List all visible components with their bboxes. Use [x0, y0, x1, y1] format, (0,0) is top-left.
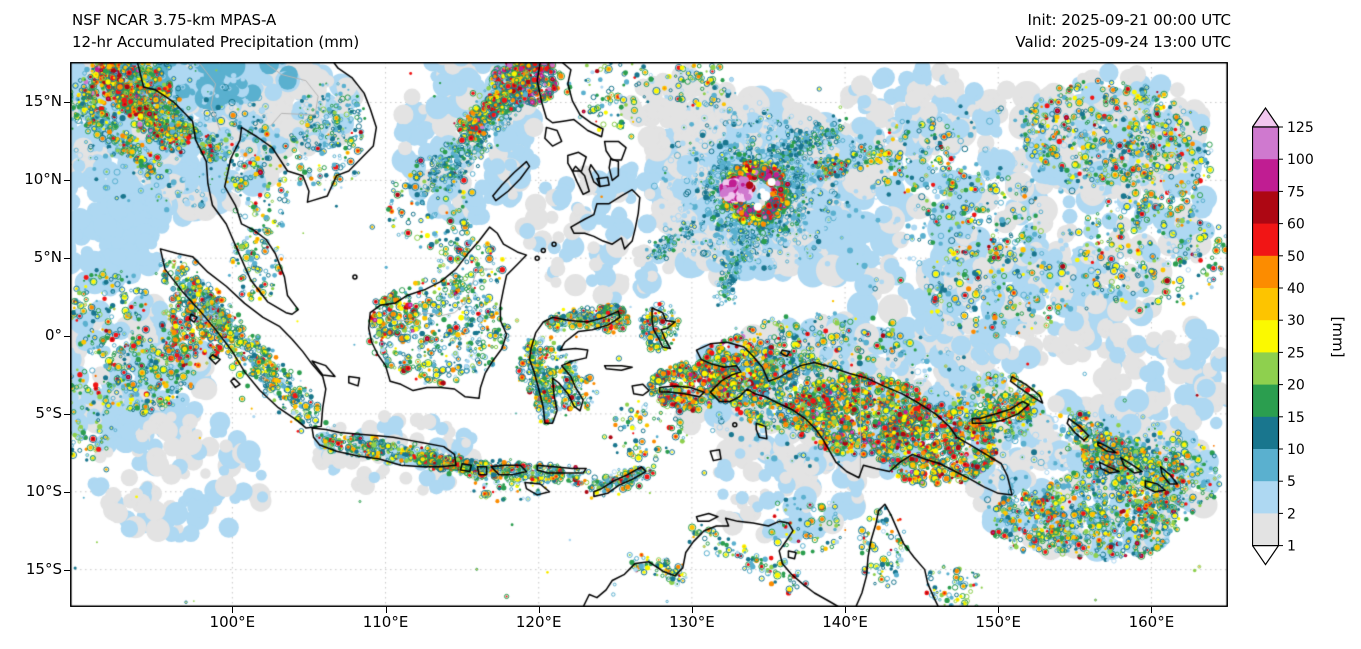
- svg-text:1: 1: [1287, 539, 1296, 555]
- colorbar-unit-label: [mm]: [1329, 316, 1347, 358]
- x-tick-label: 110°E: [362, 613, 409, 631]
- x-tick: [538, 607, 540, 613]
- y-tick: [64, 336, 70, 338]
- y-tick-label: 5°N: [33, 248, 62, 267]
- svg-text:50: 50: [1287, 249, 1305, 265]
- colorbar-container: 125 100 75 60 50 40 30 25 20 15 10 5 2 1: [1251, 106, 1361, 573]
- y-tick: [64, 258, 70, 260]
- x-tick: [691, 607, 693, 613]
- svg-text:125: 125: [1287, 120, 1314, 136]
- x-tick: [1151, 607, 1153, 613]
- svg-text:60: 60: [1287, 217, 1305, 233]
- x-tick: [845, 607, 847, 613]
- x-tick: [385, 607, 387, 613]
- svg-text:75: 75: [1287, 184, 1305, 200]
- svg-text:20: 20: [1287, 378, 1305, 394]
- svg-text:25: 25: [1287, 345, 1305, 361]
- y-tick: [64, 102, 70, 104]
- y-tick: [64, 491, 70, 493]
- product-name: 12-hr Accumulated Precipitation (mm): [72, 33, 360, 51]
- x-tick-label: 160°E: [1128, 613, 1175, 631]
- y-tick: [64, 569, 70, 571]
- x-tick-label: 120°E: [515, 613, 562, 631]
- x-tick-label: 130°E: [669, 613, 715, 631]
- x-tick-label: 150°E: [975, 613, 1022, 631]
- forecast-times: Init: 2025-09-21 00:00 UTC Valid: 2025-0…: [1015, 9, 1231, 53]
- svg-text:40: 40: [1287, 281, 1305, 297]
- init-time: Init: 2025-09-21 00:00 UTC: [1027, 11, 1231, 29]
- x-tick-label: 140°E: [822, 613, 868, 631]
- svg-text:5: 5: [1287, 474, 1296, 490]
- y-tick-label: 15°S: [25, 559, 62, 578]
- y-tick-label: 5°S: [35, 403, 62, 422]
- model-name: NSF NCAR 3.75-km MPAS-A: [72, 11, 277, 29]
- svg-text:30: 30: [1287, 313, 1305, 329]
- y-tick-label: 10°S: [25, 481, 62, 500]
- svg-text:2: 2: [1287, 506, 1296, 522]
- x-tick: [998, 607, 1000, 613]
- y-tick-label: 15°N: [24, 92, 62, 111]
- y-tick-label: 10°N: [24, 170, 62, 189]
- precip-map-canvas: [70, 62, 1228, 607]
- x-tick-label: 100°E: [209, 613, 256, 631]
- svg-text:15: 15: [1287, 410, 1305, 426]
- y-tick-label: 0°: [44, 326, 62, 345]
- y-tick: [64, 413, 70, 415]
- valid-time: Valid: 2025-09-24 13:00 UTC: [1015, 33, 1231, 51]
- svg-text:100: 100: [1287, 152, 1314, 168]
- colorbar: 125 100 75 60 50 40 30 25 20 15 10 5 2 1: [1251, 106, 1314, 566]
- y-tick: [64, 180, 70, 182]
- x-tick: [232, 607, 234, 613]
- figure-title: NSF NCAR 3.75-km MPAS-A 12-hr Accumulate…: [72, 9, 359, 53]
- svg-text:10: 10: [1287, 442, 1305, 458]
